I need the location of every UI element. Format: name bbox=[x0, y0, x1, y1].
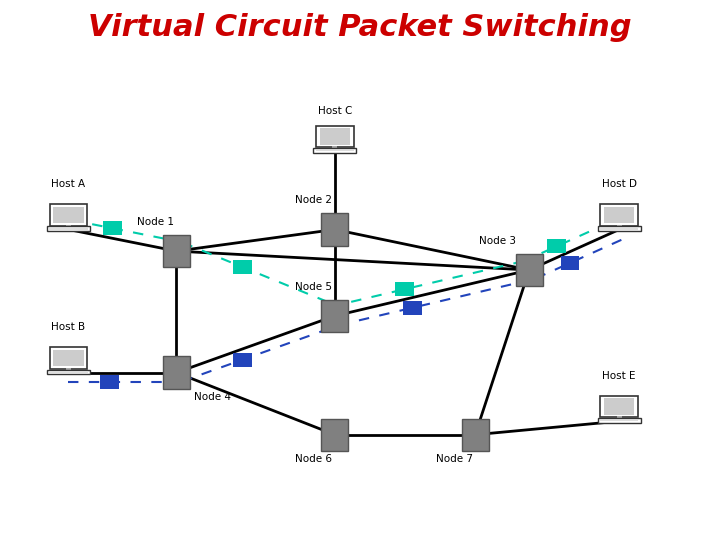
Text: Node 3: Node 3 bbox=[479, 235, 516, 246]
Bar bbox=[462, 418, 489, 451]
Text: Node 7: Node 7 bbox=[436, 454, 472, 464]
Bar bbox=[600, 204, 638, 226]
Bar bbox=[604, 207, 634, 223]
Bar bbox=[598, 418, 641, 423]
Text: Node 1: Node 1 bbox=[137, 217, 174, 227]
Bar bbox=[233, 260, 252, 274]
Bar bbox=[600, 228, 639, 230]
Bar bbox=[600, 396, 638, 417]
Text: Host D: Host D bbox=[602, 179, 636, 189]
Bar bbox=[616, 416, 622, 420]
Bar bbox=[50, 204, 87, 226]
Text: Host A: Host A bbox=[51, 179, 86, 189]
Bar bbox=[315, 150, 354, 151]
Bar bbox=[163, 356, 190, 389]
Bar bbox=[403, 301, 422, 315]
Bar bbox=[547, 239, 566, 253]
Text: Host C: Host C bbox=[318, 106, 352, 116]
Bar bbox=[561, 256, 580, 270]
Bar bbox=[100, 375, 119, 389]
Bar bbox=[600, 420, 639, 421]
Bar bbox=[50, 347, 87, 369]
Bar bbox=[321, 418, 348, 451]
Bar bbox=[316, 126, 354, 147]
Bar bbox=[47, 226, 90, 231]
Text: Virtual Circuit Packet Switching: Virtual Circuit Packet Switching bbox=[88, 14, 632, 43]
Text: Node 2: Node 2 bbox=[295, 195, 332, 205]
Bar bbox=[598, 226, 641, 231]
Bar bbox=[66, 368, 71, 372]
Bar bbox=[53, 350, 84, 366]
Bar bbox=[321, 300, 348, 332]
Bar bbox=[320, 129, 350, 145]
Text: Node 6: Node 6 bbox=[295, 454, 332, 464]
Bar bbox=[49, 228, 88, 230]
Bar bbox=[66, 225, 71, 228]
Bar bbox=[47, 369, 90, 374]
Bar bbox=[233, 353, 251, 367]
Text: Node 5: Node 5 bbox=[295, 281, 332, 292]
Text: Host B: Host B bbox=[51, 322, 86, 332]
Bar bbox=[321, 213, 348, 246]
Bar bbox=[395, 282, 414, 296]
Bar bbox=[332, 146, 338, 150]
Bar bbox=[49, 372, 88, 373]
Bar bbox=[516, 254, 543, 286]
Bar bbox=[616, 225, 622, 228]
Bar bbox=[604, 399, 634, 415]
Bar bbox=[163, 235, 190, 267]
Bar bbox=[104, 221, 122, 235]
Text: Host E: Host E bbox=[603, 370, 636, 381]
Bar bbox=[53, 207, 84, 223]
Bar bbox=[313, 148, 356, 153]
Text: Node 4: Node 4 bbox=[194, 392, 231, 402]
